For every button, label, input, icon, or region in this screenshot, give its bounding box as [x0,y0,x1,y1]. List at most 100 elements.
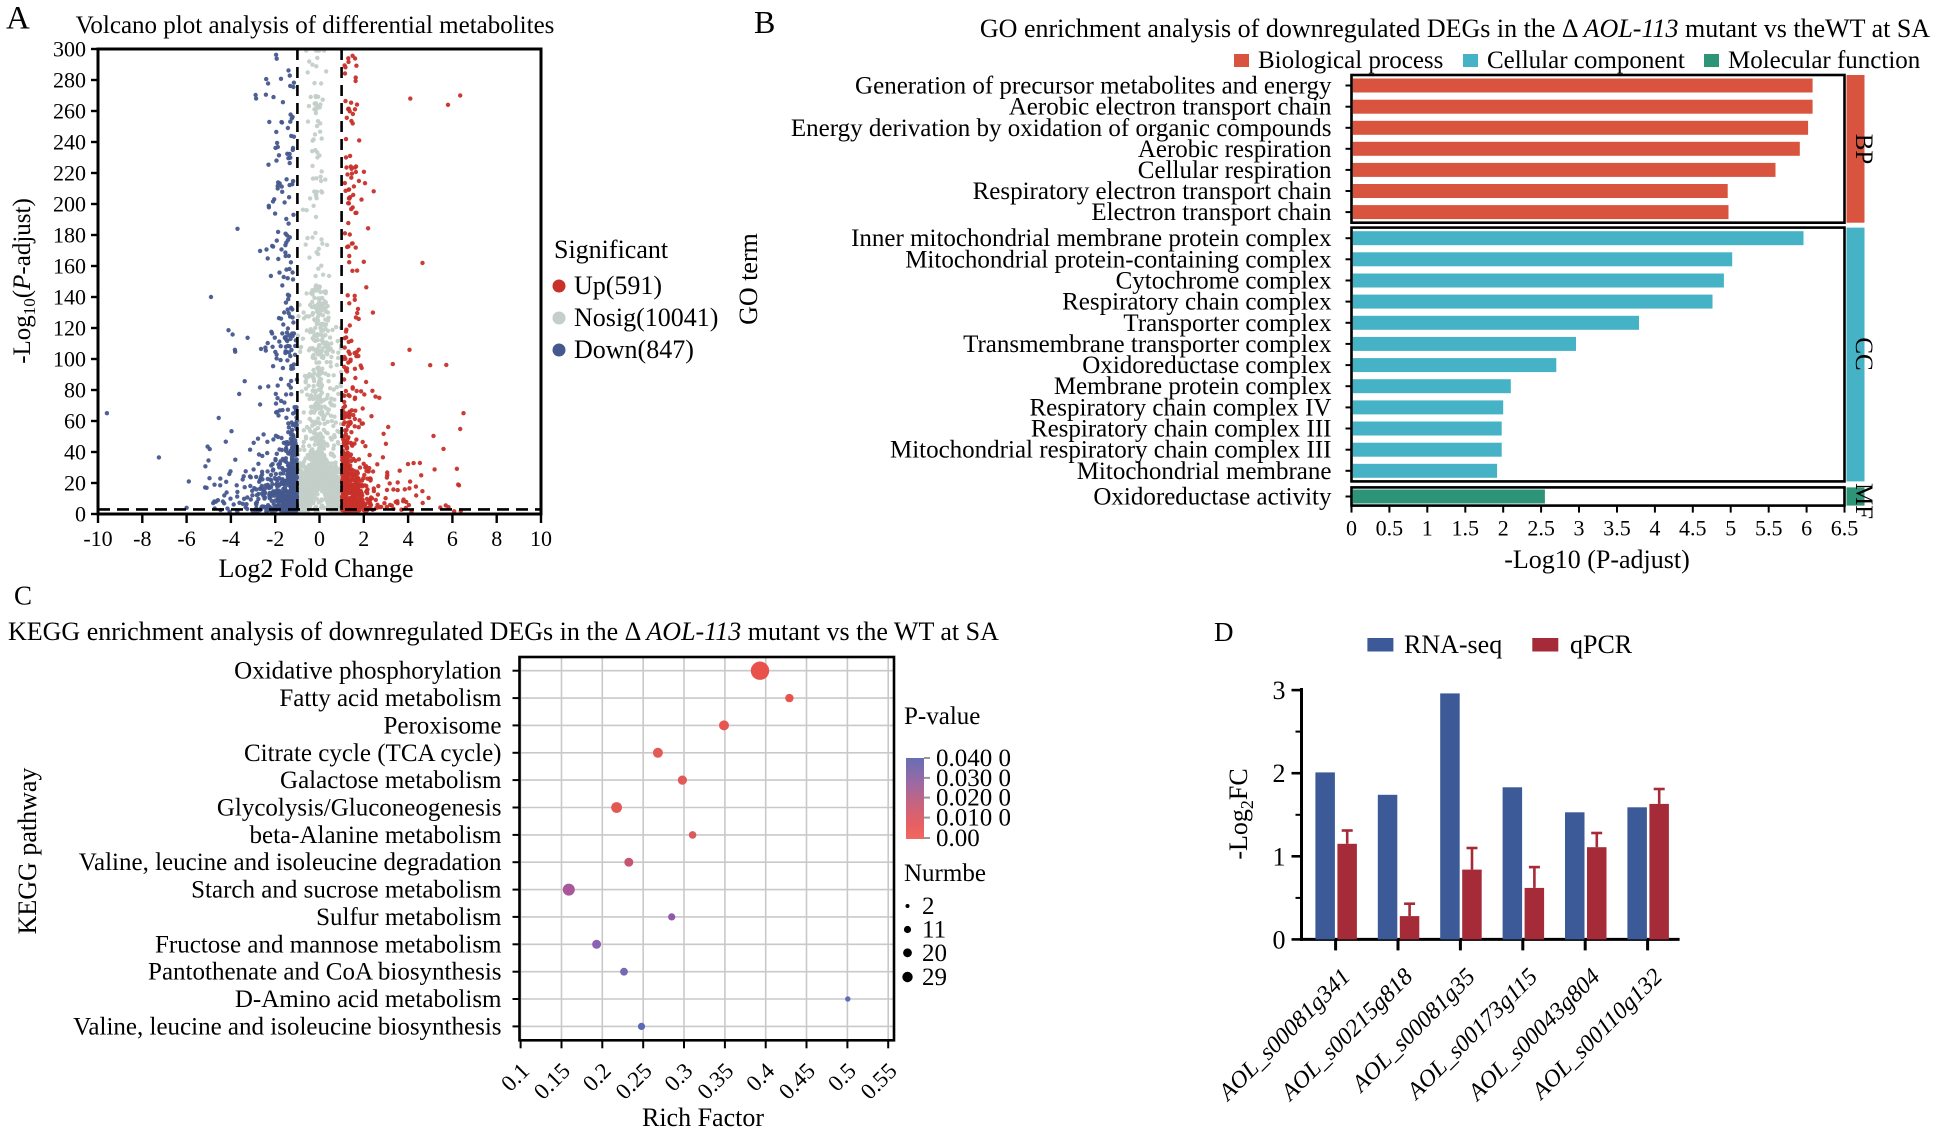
svg-text:8: 8 [491,526,502,551]
svg-text:Galactose metabolism: Galactose metabolism [280,767,502,794]
svg-text:0.1: 0.1 [496,1058,534,1096]
svg-text:Electron transport chain: Electron transport chain [1091,199,1332,226]
svg-text:0.5: 0.5 [1376,516,1404,541]
svg-text:0.45: 0.45 [774,1058,820,1104]
svg-text:0.3: 0.3 [660,1058,698,1096]
svg-text:0.040 0: 0.040 0 [936,745,1011,772]
svg-text:Peroxisome: Peroxisome [383,712,501,739]
svg-text:CC: CC [1850,337,1877,370]
svg-text:-10: -10 [83,526,112,551]
svg-text:-Log10 (P-adjust): -Log10 (P-adjust) [1504,545,1690,574]
svg-text:-6: -6 [177,526,195,551]
svg-text:Valine, leucine and isoleucine: Valine, leucine and isoleucine degradati… [79,849,502,876]
svg-text:0.020 0: 0.020 0 [936,785,1011,812]
svg-text:beta-Alanine metabolism: beta-Alanine metabolism [249,822,502,849]
svg-text:-8: -8 [133,526,151,551]
svg-text:Down(847): Down(847) [574,335,694,364]
svg-text:C: C [14,581,32,611]
svg-text:180: 180 [53,223,86,248]
svg-text:Cellular component: Cellular component [1487,47,1685,74]
svg-text:GO enrichment analysis of down: GO enrichment analysis of downregulated … [980,14,1930,43]
svg-text:Nurmbe: Nurmbe [904,860,986,887]
svg-text:100: 100 [53,347,86,372]
svg-text:Significant: Significant [554,235,669,264]
svg-text:Starch and sucrose metabolism: Starch and sucrose metabolism [191,877,502,904]
svg-text:1.5: 1.5 [1452,516,1480,541]
svg-text:-4: -4 [222,526,240,551]
svg-text:Valine, leucine and isoleucine: Valine, leucine and isoleucine biosynthe… [73,1013,501,1040]
svg-text:0: 0 [75,502,86,527]
svg-text:-2: -2 [266,526,284,551]
svg-text:11: 11 [922,917,946,944]
svg-text:Volcano plot analysis of diffe: Volcano plot analysis of differential me… [76,12,555,39]
svg-text:2: 2 [922,893,935,920]
svg-text:0.5: 0.5 [823,1058,861,1096]
svg-text:2: 2 [1273,759,1286,788]
svg-text:0.25: 0.25 [611,1058,657,1104]
svg-text:0.2: 0.2 [578,1058,616,1096]
svg-text:-Log2FC: -Log2FC [1224,768,1257,859]
svg-text:MF: MF [1850,483,1877,519]
svg-text:KEGG enrichment analysis of do: KEGG enrichment analysis of downregulate… [8,617,999,646]
svg-text:300: 300 [53,37,86,62]
svg-text:qPCR: qPCR [1570,630,1633,659]
svg-text:2: 2 [358,526,369,551]
svg-text:BP: BP [1850,134,1877,165]
svg-text:40: 40 [64,440,86,465]
svg-text:0.55: 0.55 [856,1058,902,1104]
svg-text:Up(591): Up(591) [574,271,662,300]
svg-text:B: B [754,4,775,40]
svg-text:1: 1 [1422,516,1433,541]
svg-text:120: 120 [53,316,86,341]
svg-text:3.5: 3.5 [1603,516,1631,541]
svg-text:4: 4 [1649,516,1660,541]
svg-text:60: 60 [64,409,86,434]
svg-text:Energy derivation by oxidation: Energy derivation by oxidation of organi… [791,115,1332,142]
svg-text:0.35: 0.35 [692,1058,738,1104]
svg-text:260: 260 [53,99,86,124]
svg-text:80: 80 [64,378,86,403]
svg-text:Respiratory electron transport: Respiratory electron transport chain [973,178,1332,205]
svg-text:Mitochondrial respiratory chai: Mitochondrial respiratory chain complex … [890,437,1332,464]
svg-text:Cytochrome complex: Cytochrome complex [1116,268,1332,295]
svg-text:Biological process: Biological process [1258,47,1443,74]
svg-text:3: 3 [1574,516,1585,541]
svg-text:6: 6 [447,526,458,551]
svg-text:5: 5 [1725,516,1736,541]
svg-text:5.5: 5.5 [1755,516,1783,541]
svg-text:20: 20 [922,940,947,967]
svg-text:Respiratory chain complex: Respiratory chain complex [1062,289,1332,316]
svg-text:P-value: P-value [904,703,980,730]
svg-text:0: 0 [1346,516,1357,541]
svg-text:D-Amino acid metabolism: D-Amino acid metabolism [235,986,502,1013]
svg-text:Sulfur metabolism: Sulfur metabolism [316,904,502,931]
svg-text:4.5: 4.5 [1679,516,1707,541]
svg-text:160: 160 [53,254,86,279]
svg-text:Oxidoreductase activity: Oxidoreductase activity [1093,484,1332,511]
svg-text:0: 0 [314,526,325,551]
svg-text:Respiratory chain complex III: Respiratory chain complex III [1031,416,1332,443]
svg-text:4: 4 [403,526,414,551]
svg-text:220: 220 [53,161,86,186]
svg-text:Rich Factor: Rich Factor [642,1103,764,1132]
svg-text:200: 200 [53,192,86,217]
svg-text:Membrane protein complex: Membrane protein complex [1054,373,1332,400]
svg-text:Mitochondrial membrane: Mitochondrial membrane [1077,458,1332,485]
svg-text:Molecular function: Molecular function [1728,47,1921,74]
svg-text:280: 280 [53,68,86,93]
svg-text:RNA-seq: RNA-seq [1404,630,1502,659]
svg-text:GO term: GO term [734,233,763,325]
svg-text:3: 3 [1273,676,1286,705]
svg-text:0.00: 0.00 [936,825,980,852]
svg-text:Citrate cycle (TCA cycle): Citrate cycle (TCA cycle) [244,740,502,767]
svg-text:Log2 Fold Change: Log2 Fold Change [219,554,414,583]
svg-text:Respiratory chain complex IV: Respiratory chain complex IV [1030,394,1332,421]
svg-text:6.5: 6.5 [1831,516,1859,541]
svg-text:0.010 0: 0.010 0 [936,805,1011,832]
svg-text:A: A [6,1,30,37]
svg-text:Inner mitochondrial membrane p: Inner mitochondrial membrane protein com… [851,225,1332,252]
svg-text:240: 240 [53,130,86,155]
svg-text:140: 140 [53,285,86,310]
svg-text:1: 1 [1273,842,1286,871]
svg-text:0.030 0: 0.030 0 [936,765,1011,792]
